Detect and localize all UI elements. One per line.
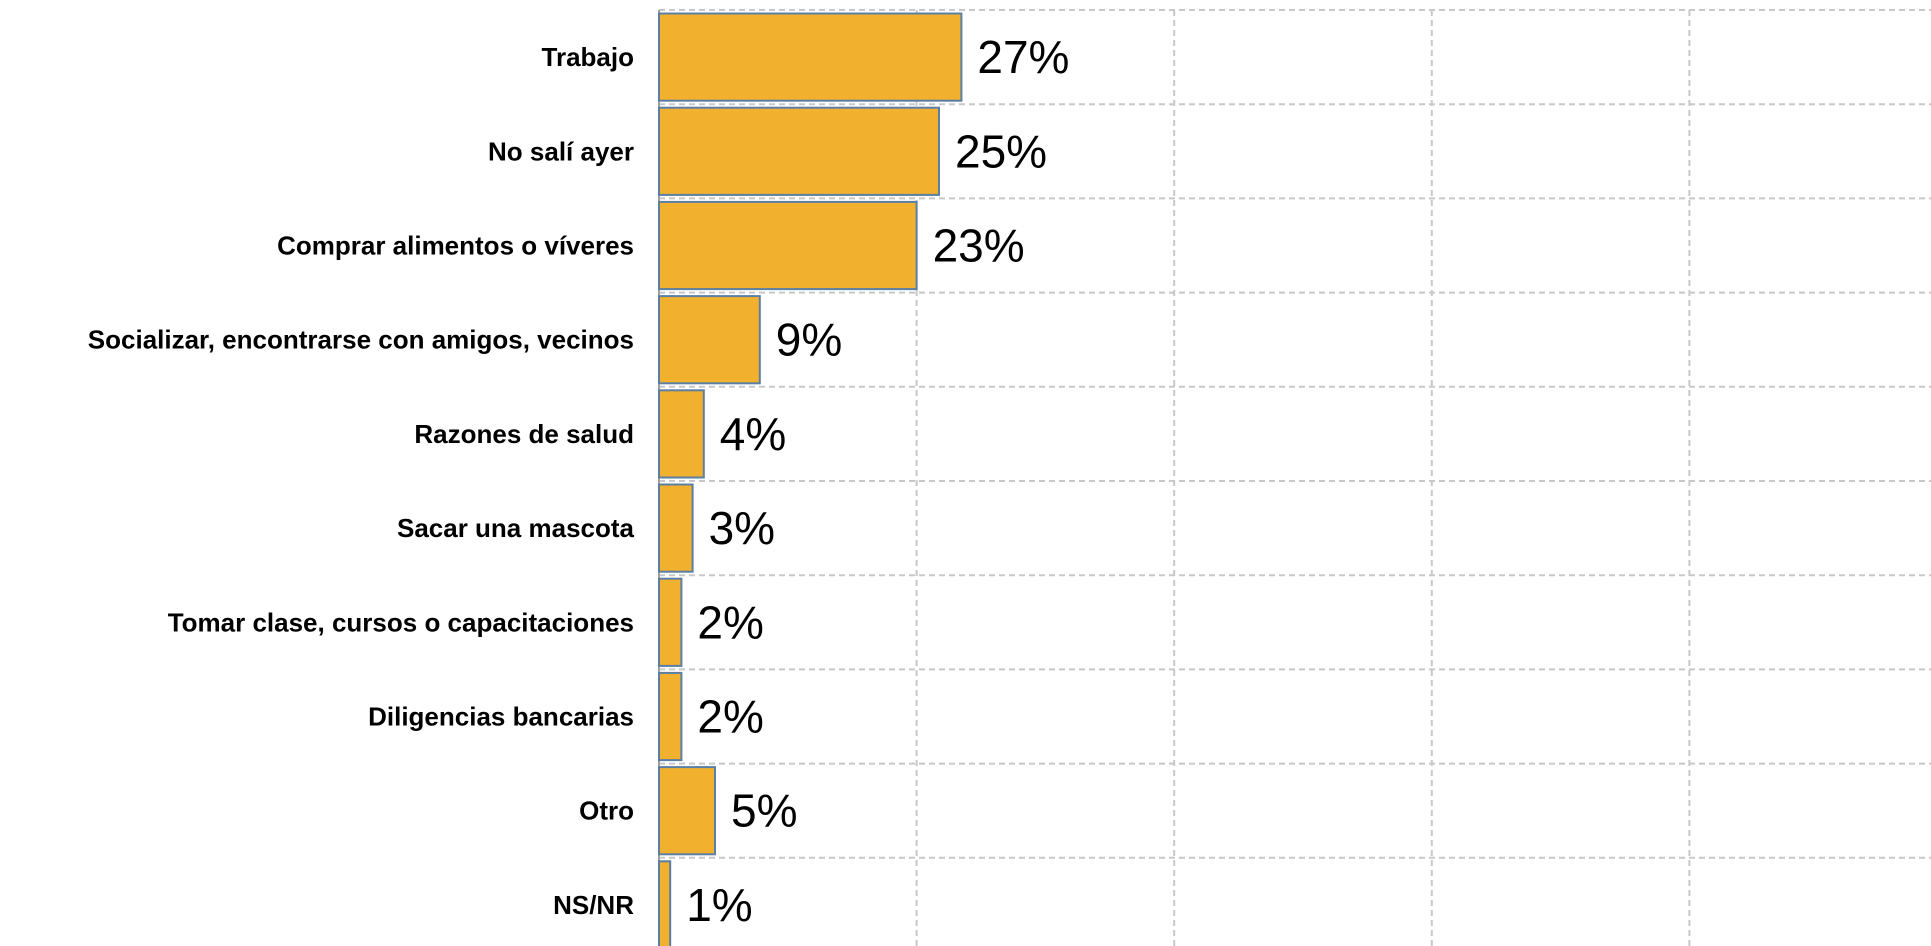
data-label: 2% xyxy=(697,691,763,743)
bar xyxy=(658,106,940,196)
bar xyxy=(658,671,683,762)
bar xyxy=(658,483,694,573)
labels: 27% Trabajo 25% No salí ayer 23% Comprar alim… xyxy=(88,31,1070,931)
category-label: No salí ayer xyxy=(488,136,634,166)
data-label: 2% xyxy=(697,596,763,648)
bar xyxy=(658,860,672,946)
category-label: Tomar clase, cursos o capacitaciones xyxy=(168,607,634,637)
bar xyxy=(658,577,683,667)
data-label: 9% xyxy=(776,314,842,366)
category-label: Otro xyxy=(579,796,634,826)
data-label: 1% xyxy=(686,879,752,931)
bars xyxy=(658,12,963,946)
bar xyxy=(658,12,963,102)
data-label: 25% xyxy=(955,125,1047,177)
bar xyxy=(658,295,761,385)
data-label: 23% xyxy=(933,220,1025,272)
data-label: 5% xyxy=(731,785,797,837)
bar xyxy=(658,200,918,291)
data-label: 4% xyxy=(720,408,786,460)
data-label: 3% xyxy=(709,502,775,554)
category-label: Razones de salud xyxy=(414,419,634,449)
bar xyxy=(658,766,716,856)
category-label: Trabajo xyxy=(542,42,634,72)
category-label: NS/NR xyxy=(553,890,634,920)
data-label: 27% xyxy=(977,31,1069,83)
category-label: Diligencias bancarias xyxy=(368,702,634,732)
category-label: Comprar alimentos o víveres xyxy=(277,231,634,261)
category-label: Socializar, encontrarse con amigos, veci… xyxy=(88,325,634,355)
category-label: Sacar una mascota xyxy=(397,513,635,543)
bar xyxy=(658,389,705,479)
